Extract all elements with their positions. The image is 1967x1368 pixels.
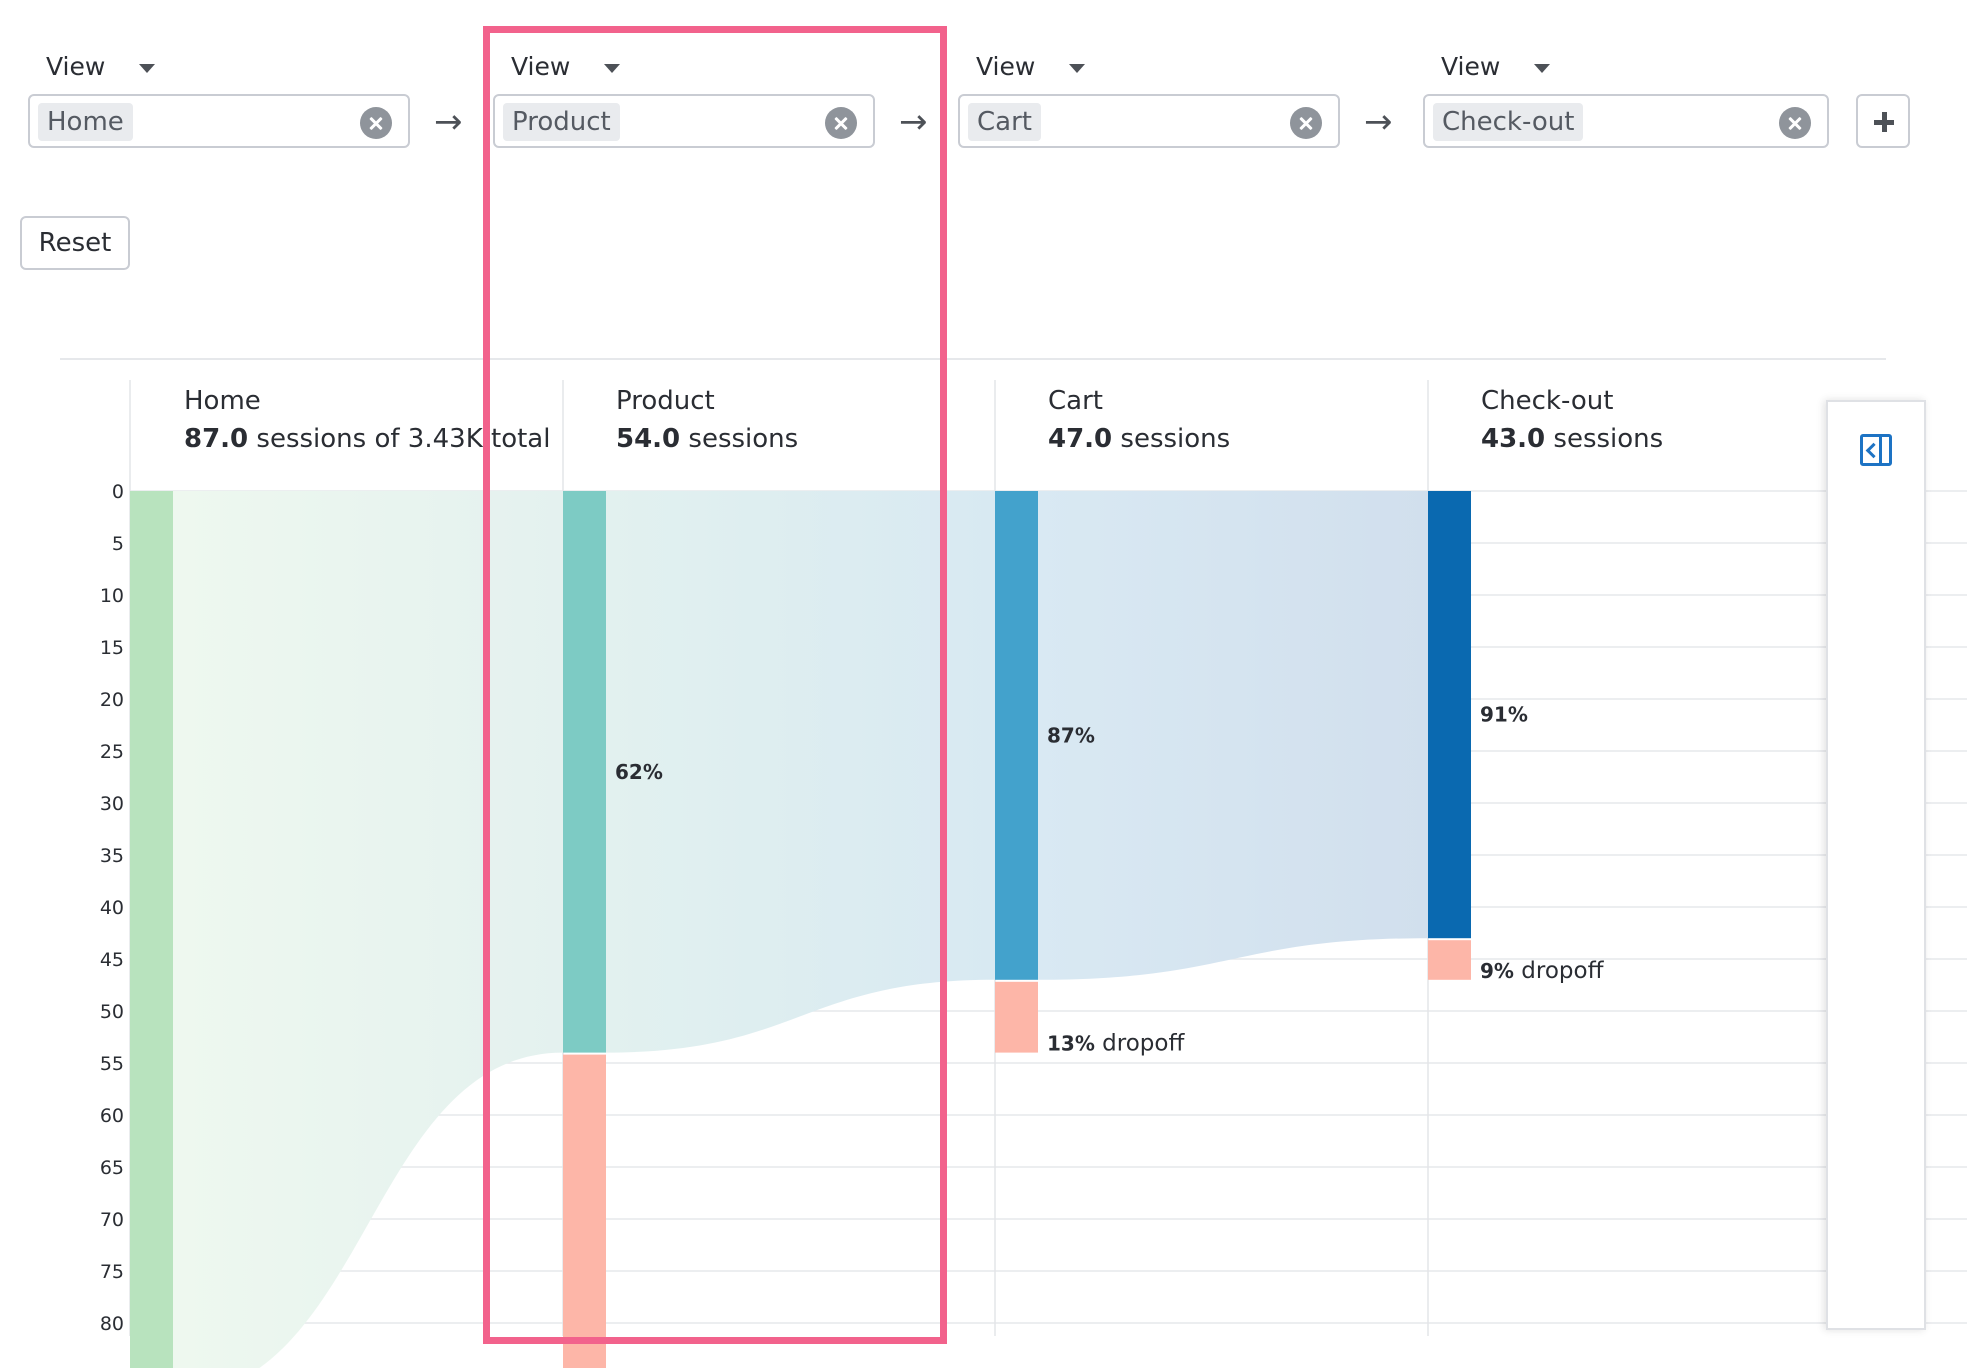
chevron-down-icon	[1069, 64, 1086, 73]
session-count-suffix: sessions of 3.43K total	[256, 424, 551, 454]
y-tick-label: 20	[100, 689, 124, 711]
step-1-value-chip: Home	[38, 103, 133, 141]
session-count-suffix: sessions	[1120, 424, 1231, 454]
step-bar	[995, 491, 1038, 980]
dropoff-label: 13% dropoff	[1047, 1031, 1185, 1057]
column-summary-product: 54.0 sessions	[616, 424, 798, 454]
y-tick-label: 0	[112, 481, 124, 503]
session-count: 54.0	[616, 424, 681, 454]
dropoff-percent: 9%	[1480, 959, 1514, 983]
clear-icon[interactable]	[1290, 107, 1322, 139]
y-tick-label: 25	[100, 741, 124, 763]
dropoff-label: 9% dropoff	[1480, 958, 1605, 984]
side-panel	[1826, 400, 1926, 1330]
session-count-suffix: sessions	[688, 424, 799, 454]
y-tick-label: 5	[112, 533, 124, 555]
column-title-cart: Cart	[1048, 386, 1103, 416]
step-1-input[interactable]: Home	[28, 94, 410, 148]
chevron-down-icon	[604, 64, 621, 73]
step-3-value-chip: Cart	[968, 103, 1041, 141]
clear-icon[interactable]	[825, 107, 857, 139]
chevron-down-icon	[139, 64, 156, 73]
y-tick-label: 70	[100, 1209, 124, 1231]
step-1-type-dropdown[interactable]: View	[46, 52, 156, 81]
arrow-right-icon: →	[434, 102, 463, 142]
step-3-input[interactable]: Cart	[958, 94, 1340, 148]
conversion-label: 87%	[1047, 723, 1095, 747]
step-4-type-label: View	[1441, 52, 1501, 81]
column-title-home: Home	[184, 386, 261, 416]
y-tick-label: 85	[100, 1365, 124, 1368]
step-2-input[interactable]: Product	[493, 94, 875, 148]
dropoff-bar	[1428, 940, 1471, 980]
reset-button[interactable]: Reset	[20, 216, 130, 270]
session-count-suffix: sessions	[1553, 424, 1664, 454]
step-bar	[130, 491, 173, 1368]
y-tick-label: 10	[100, 585, 124, 607]
flow-band	[1038, 491, 1428, 980]
step-1-type-label: View	[46, 52, 106, 81]
clear-icon[interactable]	[360, 107, 392, 139]
chevron-down-icon	[1534, 64, 1551, 73]
conversion-label: 91%	[1480, 703, 1528, 727]
session-count: 43.0	[1481, 424, 1546, 454]
dropoff-word: dropoff	[1514, 958, 1605, 984]
column-title-product: Product	[616, 386, 715, 416]
y-tick-label: 15	[100, 637, 124, 659]
y-tick-label: 30	[100, 793, 124, 815]
y-tick-label: 45	[100, 949, 124, 971]
dropoff-word: dropoff	[1095, 1031, 1186, 1057]
step-3-type-dropdown[interactable]: View	[976, 52, 1086, 81]
column-summary-check-out: 43.0 sessions	[1481, 424, 1663, 454]
step-2-type-label: View	[511, 52, 571, 81]
step-4-value-chip: Check-out	[1433, 103, 1584, 141]
arrow-right-icon: →	[899, 102, 928, 142]
collapse-panel-icon[interactable]	[1860, 434, 1892, 466]
dropoff-bar	[563, 1054, 606, 1368]
y-tick-label: 35	[100, 845, 124, 867]
y-tick-label: 80	[100, 1313, 124, 1335]
y-tick-label: 60	[100, 1105, 124, 1127]
flow-band	[606, 491, 995, 1053]
dropoff-bar	[995, 981, 1038, 1053]
step-4-input[interactable]: Check-out	[1423, 94, 1829, 148]
session-count: 47.0	[1048, 424, 1113, 454]
dropoff-percent: 13%	[1047, 1032, 1095, 1056]
step-2-value-chip: Product	[503, 103, 620, 141]
y-tick-label: 55	[100, 1053, 124, 1075]
clear-icon[interactable]	[1779, 107, 1811, 139]
conversion-label: 62%	[615, 760, 663, 784]
session-count: 87.0	[184, 424, 249, 454]
arrow-right-icon: →	[1364, 102, 1393, 142]
y-tick-label: 75	[100, 1261, 124, 1283]
add-step-button[interactable]	[1856, 94, 1910, 148]
column-summary-cart: 47.0 sessions	[1048, 424, 1230, 454]
y-tick-label: 65	[100, 1157, 124, 1179]
step-2-type-dropdown[interactable]: View	[511, 52, 621, 81]
flow-band	[173, 491, 563, 1368]
column-title-check-out: Check-out	[1481, 386, 1614, 416]
y-tick-label: 40	[100, 897, 124, 919]
divider	[60, 358, 1886, 360]
step-3-type-label: View	[976, 52, 1036, 81]
step-bar	[1428, 491, 1471, 939]
column-summary-home: 87.0 sessions of 3.43K total	[184, 424, 550, 454]
step-bar	[563, 491, 606, 1053]
step-4-type-dropdown[interactable]: View	[1441, 52, 1551, 81]
y-tick-label: 50	[100, 1001, 124, 1023]
